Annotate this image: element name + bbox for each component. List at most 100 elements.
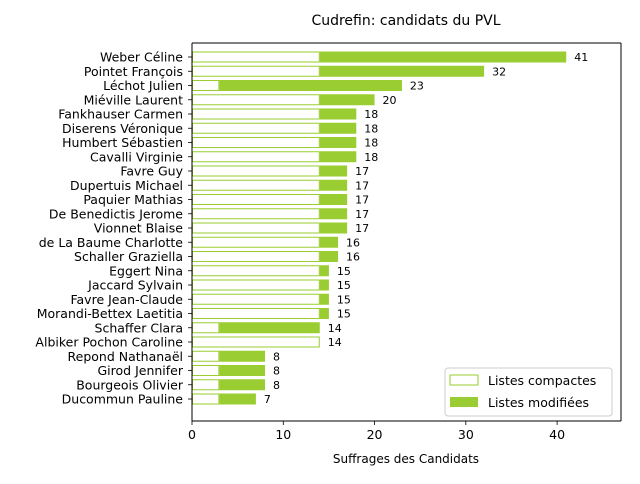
data-label: 14: [328, 336, 342, 349]
x-tick-label: 20: [367, 427, 383, 442]
bar-compactes-2: [192, 80, 220, 91]
data-label: 17: [355, 179, 369, 192]
legend-label-modifiees: Listes modifiées: [488, 395, 589, 410]
data-label: 14: [328, 322, 342, 335]
category-label: Ducommun Pauline: [62, 392, 184, 407]
category-label: Fankhauser Carmen: [58, 107, 183, 122]
x-axis-label: Suffrages des Candidats: [333, 452, 479, 466]
chart-title: Cudrefin: candidats du PVL: [311, 13, 500, 29]
bar-modifiees-16: [319, 279, 329, 291]
bar-compactes-9: [192, 179, 320, 191]
bar-compactes-14: [192, 251, 320, 262]
data-label: 32: [492, 65, 506, 78]
bar-modifiees-7: [319, 151, 357, 163]
bar-modifiees-12: [319, 222, 348, 234]
bar-compactes-13: [192, 236, 320, 248]
data-label: 8: [273, 350, 280, 363]
category-label: Morandi-Bettex Laetitia: [37, 306, 183, 321]
bar-compactes-23: [192, 379, 220, 391]
x-tick-label: 30: [458, 427, 474, 442]
bar-compactes-24: [192, 393, 220, 405]
bar-modifiees-21: [219, 350, 266, 362]
bar-compactes-11: [192, 208, 320, 220]
category-label: Cavalli Virginie: [90, 149, 183, 164]
bar-modifiees-17: [319, 293, 329, 305]
bar-modifiees-14: [319, 251, 339, 262]
bar-compactes-18: [192, 308, 320, 319]
data-label: 41: [574, 51, 588, 64]
data-label: 15: [337, 293, 351, 306]
bar-compactes-7: [192, 151, 320, 163]
data-label: 17: [355, 208, 369, 221]
bar-modifiees-6: [319, 137, 357, 148]
data-label: 16: [346, 236, 360, 249]
category-label: Albiker Pochon Caroline: [35, 335, 183, 350]
bar-modifiees-22: [219, 365, 266, 376]
bar-compactes-8: [192, 165, 320, 177]
bar-compactes-17: [192, 293, 320, 305]
bar-modifiees-23: [219, 379, 266, 391]
category-label: Favre Jean-Claude: [70, 292, 183, 307]
legend-swatch-modifiees: [450, 397, 478, 407]
data-label: 15: [337, 308, 351, 321]
data-label: 18: [364, 122, 378, 135]
bar-compactes-16: [192, 279, 320, 291]
category-label: Favre Guy: [120, 164, 183, 179]
bar-modifiees-2: [219, 80, 402, 91]
bar-modifiees-4: [319, 108, 357, 120]
data-label: 8: [273, 365, 280, 378]
category-label: Repond Nathanaël: [68, 349, 183, 364]
category-label: De Benedictis Jerome: [49, 206, 183, 221]
bar-modifiees-5: [319, 122, 357, 134]
category-label: Diserens Véronique: [62, 121, 183, 136]
category-label: Pointet François: [84, 64, 183, 79]
bar-modifiees-18: [319, 308, 329, 319]
category-label: Eggert Nina: [109, 263, 183, 278]
bar-compactes-12: [192, 222, 320, 234]
data-label: 17: [355, 165, 369, 178]
category-label: Schaller Graziella: [74, 249, 183, 264]
data-label: 15: [337, 265, 351, 278]
bar-modifiees-19: [219, 322, 320, 334]
bar-modifiees-8: [319, 165, 348, 177]
bar-modifiees-0: [319, 51, 567, 63]
bar-modifiees-3: [319, 94, 375, 106]
bar-compactes-19: [192, 322, 220, 334]
data-label: 16: [346, 251, 360, 264]
category-label: Bourgeois Olivier: [76, 377, 184, 392]
data-label: 23: [410, 80, 424, 93]
bar-modifiees-13: [319, 236, 339, 248]
data-label: 17: [355, 222, 369, 235]
category-label: Dupertuis Michael: [70, 178, 183, 193]
data-label: 7: [264, 393, 271, 406]
category-label: Léchot Julien: [103, 78, 183, 93]
bar-compactes-4: [192, 108, 320, 120]
data-label: 18: [364, 137, 378, 150]
legend-swatch-compactes: [449, 374, 479, 386]
x-tick-label: 40: [549, 427, 565, 442]
bar-compactes-22: [192, 365, 220, 376]
bar-modifiees-9: [319, 179, 348, 191]
legend: Listes compactes Listes modifiées: [444, 367, 613, 417]
bar-compactes-20: [192, 336, 320, 348]
data-label: 18: [364, 151, 378, 164]
category-label: Humbert Sébastien: [62, 135, 183, 150]
bar-modifiees-1: [319, 65, 485, 77]
data-label: 18: [364, 108, 378, 121]
data-label: 17: [355, 194, 369, 207]
x-tick-label: 0: [188, 427, 196, 442]
data-label: 8: [273, 379, 280, 392]
bar-compactes-21: [192, 350, 220, 362]
data-label: 20: [383, 94, 397, 107]
x-tick-label: 10: [275, 427, 291, 442]
category-label: Schaffer Clara: [95, 320, 183, 335]
bar-compactes-15: [192, 265, 320, 277]
data-label: 15: [337, 279, 351, 292]
category-label: de La Baume Charlotte: [39, 235, 184, 250]
bar-compactes-5: [192, 122, 320, 134]
category-label: Paquier Mathias: [83, 192, 183, 207]
legend-label-compactes: Listes compactes: [488, 373, 596, 388]
bar-modifiees-15: [319, 265, 329, 277]
